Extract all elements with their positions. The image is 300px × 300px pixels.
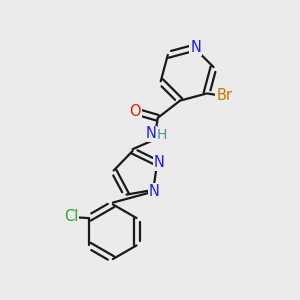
Text: N: N — [190, 40, 201, 55]
Text: N: N — [145, 126, 156, 141]
Text: H: H — [157, 128, 167, 142]
Text: Cl: Cl — [64, 209, 79, 224]
Text: N: N — [149, 184, 160, 199]
Text: Br: Br — [216, 88, 232, 103]
Text: N: N — [153, 155, 164, 170]
Text: O: O — [129, 104, 141, 119]
